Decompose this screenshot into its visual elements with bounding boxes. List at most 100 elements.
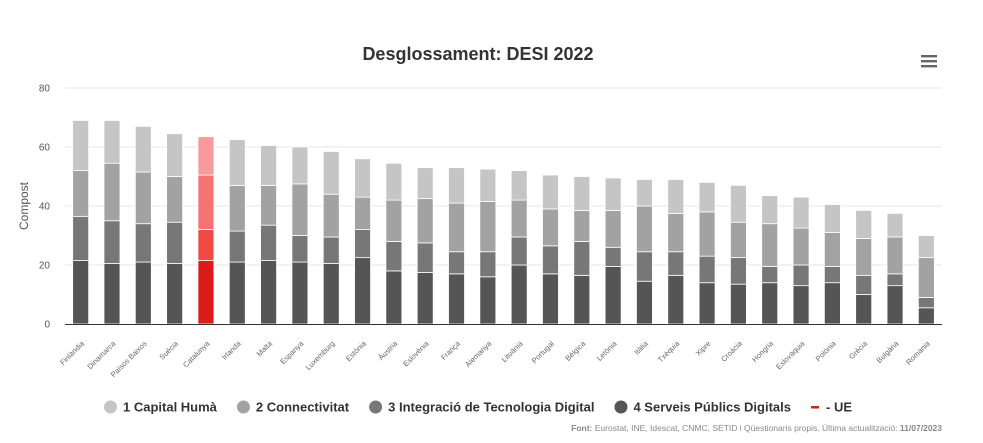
- bar-segment[interactable]: [510, 199, 528, 238]
- bar-segment[interactable]: [322, 193, 340, 238]
- bar-segment[interactable]: [166, 176, 184, 223]
- bar-segment[interactable]: [823, 266, 841, 284]
- bar-segment[interactable]: [72, 170, 90, 217]
- bar-segment[interactable]: [197, 174, 215, 230]
- bar-segment[interactable]: [761, 282, 779, 325]
- bar-segment[interactable]: [134, 261, 152, 325]
- bar-segment[interactable]: [823, 282, 841, 325]
- bar-segment[interactable]: [510, 170, 528, 201]
- bar-segment[interactable]: [698, 181, 716, 213]
- bar-segment[interactable]: [730, 283, 747, 325]
- bar-segment[interactable]: [604, 177, 622, 211]
- bar-segment[interactable]: [667, 274, 685, 325]
- bar-segment[interactable]: [886, 236, 904, 275]
- bar-segment[interactable]: [385, 240, 403, 272]
- bar-segment[interactable]: [260, 145, 277, 186]
- bar-segment[interactable]: [322, 151, 340, 195]
- bar-segment[interactable]: [479, 201, 497, 253]
- bar-segment[interactable]: [542, 174, 559, 210]
- bar-segment[interactable]: [886, 212, 904, 238]
- bar-segment[interactable]: [855, 294, 873, 325]
- bar-segment[interactable]: [792, 227, 810, 266]
- bar-segment[interactable]: [260, 224, 277, 261]
- bar-segment[interactable]: [322, 236, 340, 264]
- bar-segment[interactable]: [542, 245, 559, 275]
- bar-segment[interactable]: [416, 271, 434, 325]
- bar-segment[interactable]: [260, 184, 277, 226]
- bar-segment[interactable]: [698, 255, 716, 284]
- bar-segment[interactable]: [917, 307, 935, 325]
- bar-segment[interactable]: [72, 120, 90, 171]
- bar-segment[interactable]: [103, 120, 121, 164]
- bar-segment[interactable]: [886, 273, 904, 287]
- bar-segment[interactable]: [730, 221, 747, 259]
- bar-segment[interactable]: [72, 215, 90, 261]
- bar-segment[interactable]: [510, 264, 528, 325]
- bar-segment[interactable]: [917, 257, 935, 298]
- bar-segment[interactable]: [604, 246, 622, 267]
- bar-segment[interactable]: [103, 220, 121, 264]
- bar-segment[interactable]: [479, 168, 497, 202]
- bar-segment[interactable]: [917, 297, 935, 309]
- bar-segment[interactable]: [354, 257, 371, 325]
- bar-segment[interactable]: [855, 238, 873, 276]
- legend-item[interactable]: - UE: [811, 400, 852, 415]
- bar-segment[interactable]: [385, 199, 403, 242]
- bar-segment[interactable]: [792, 264, 810, 287]
- bar-segment[interactable]: [792, 196, 810, 229]
- bar-segment[interactable]: [416, 242, 434, 273]
- bar-segment[interactable]: [260, 260, 277, 325]
- bar-segment[interactable]: [448, 167, 465, 204]
- legend-item[interactable]: 2 Connectivitat: [236, 400, 350, 415]
- bar-segment[interactable]: [573, 274, 591, 325]
- bar-segment[interactable]: [573, 210, 591, 242]
- bar-segment[interactable]: [385, 162, 403, 201]
- bar-segment[interactable]: [354, 229, 371, 259]
- bar-segment[interactable]: [542, 208, 559, 247]
- bar-segment[interactable]: [855, 210, 873, 239]
- bar-segment[interactable]: [448, 202, 465, 253]
- bar-segment[interactable]: [291, 183, 309, 236]
- bar-segment[interactable]: [823, 204, 841, 233]
- bar-segment[interactable]: [197, 136, 215, 176]
- bar-segment[interactable]: [228, 261, 246, 325]
- bar-segment[interactable]: [761, 195, 779, 225]
- bar-segment[interactable]: [886, 285, 904, 325]
- bar-segment[interactable]: [416, 198, 434, 244]
- bar-segment[interactable]: [197, 229, 215, 261]
- bar-segment[interactable]: [573, 176, 591, 211]
- bar-segment[interactable]: [228, 139, 246, 186]
- bar-segment[interactable]: [448, 273, 465, 325]
- bar-segment[interactable]: [761, 266, 779, 284]
- bar-segment[interactable]: [103, 162, 121, 222]
- bar-segment[interactable]: [416, 167, 434, 200]
- legend-item[interactable]: 4 Serveis Públics Digitals: [614, 400, 791, 415]
- bar-segment[interactable]: [636, 205, 653, 253]
- bar-segment[interactable]: [636, 280, 653, 325]
- bar-segment[interactable]: [636, 251, 653, 282]
- bar-segment[interactable]: [228, 230, 246, 263]
- bar-segment[interactable]: [698, 211, 716, 257]
- bar-segment[interactable]: [604, 210, 622, 248]
- bar-segment[interactable]: [667, 251, 685, 276]
- bar-segment[interactable]: [166, 221, 184, 264]
- bar-segment[interactable]: [385, 270, 403, 325]
- bar-segment[interactable]: [354, 158, 371, 198]
- bar-segment[interactable]: [573, 240, 591, 276]
- bar-segment[interactable]: [103, 263, 121, 325]
- bar-segment[interactable]: [166, 263, 184, 325]
- bar-segment[interactable]: [197, 260, 215, 325]
- bar-segment[interactable]: [730, 257, 747, 285]
- bar-segment[interactable]: [667, 179, 685, 214]
- bar-segment[interactable]: [134, 171, 152, 225]
- legend-item[interactable]: 1 Capital Humà: [104, 400, 218, 415]
- bar-segment[interactable]: [291, 261, 309, 325]
- bar-segment[interactable]: [917, 235, 935, 259]
- bar-segment[interactable]: [855, 274, 873, 295]
- bar-segment[interactable]: [510, 236, 528, 266]
- chart-menu-button[interactable]: [916, 50, 942, 72]
- bar-segment[interactable]: [354, 196, 371, 230]
- bar-segment[interactable]: [134, 125, 152, 173]
- bar-segment[interactable]: [761, 223, 779, 267]
- bar-segment[interactable]: [322, 263, 340, 325]
